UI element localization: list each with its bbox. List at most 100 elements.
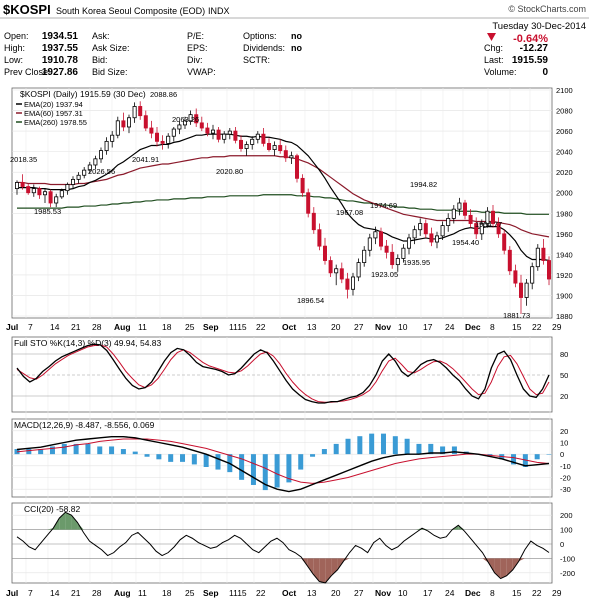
cci-tick-label: -200 xyxy=(560,569,575,578)
macd-histogram-bar xyxy=(120,449,126,455)
candle-body xyxy=(149,127,154,134)
field-label: Bid Size: xyxy=(92,67,128,77)
macd-histogram-bar xyxy=(85,443,91,455)
price-axis: 2100 2080 2060 2040 2020 2000 1980 1960 1940 1920… xyxy=(556,86,573,321)
x-tick-label: Jul xyxy=(6,588,18,598)
x-tick-label: 22 xyxy=(256,588,266,598)
macd-panel xyxy=(11,418,553,498)
candle-body xyxy=(160,140,165,144)
x-tick-label: 20 xyxy=(331,322,341,332)
price-tick-label: 1900 xyxy=(556,291,573,300)
candle-body xyxy=(390,251,395,266)
candle-body xyxy=(406,237,411,249)
x-tick-label: 25 xyxy=(185,588,195,598)
candle-body xyxy=(238,139,243,149)
candle-body xyxy=(14,182,19,190)
candle-body xyxy=(412,229,417,239)
x-tick-label: 14 xyxy=(50,588,60,598)
cci-tick-label: -100 xyxy=(560,554,575,563)
sto-tick-label: 80 xyxy=(560,350,568,359)
candle-body xyxy=(306,192,311,214)
macd-histogram-bar xyxy=(369,433,375,455)
field-label: Last: xyxy=(484,55,504,65)
candle-body xyxy=(194,114,199,124)
candle-body xyxy=(272,145,277,150)
cci-panel xyxy=(11,502,553,584)
x-tick-label: 10 xyxy=(398,588,408,598)
price-annotation: 2063.26 xyxy=(172,115,199,124)
candle-body xyxy=(513,270,518,284)
x-tick-label: 11 xyxy=(138,322,147,332)
field-label: Open: xyxy=(4,31,29,41)
x-tick-label: 21 xyxy=(71,588,81,598)
header-fields-mid2: P/E: EPS: Div: VWAP: xyxy=(187,31,216,77)
field-value: 1910.78 xyxy=(42,55,79,66)
macd-histogram-bar xyxy=(286,454,292,483)
cci-fill xyxy=(488,558,495,573)
macd-histogram-bar xyxy=(274,454,280,488)
candle-body xyxy=(468,214,473,224)
x-tick-label: 17 xyxy=(423,322,433,332)
macd-tick-label: 10 xyxy=(560,439,568,448)
candle-body xyxy=(37,188,42,196)
cci-fill xyxy=(65,512,72,530)
ema20-line xyxy=(17,133,550,262)
ema60-line xyxy=(17,155,550,238)
field-value: 1934.51 xyxy=(42,31,79,42)
x-tick-label: Nov xyxy=(375,322,391,332)
macd-tick-label: 0 xyxy=(560,450,564,459)
exchange: INDX xyxy=(208,6,230,16)
price-annotation: 1985.53 xyxy=(34,207,61,216)
price-annotation: 1954.77 xyxy=(475,220,502,229)
macd-line xyxy=(16,435,550,493)
candle-body xyxy=(362,249,367,263)
x-tick-label: 29 xyxy=(552,588,562,598)
cci-fill xyxy=(458,525,465,530)
x-axis-bottom: Jul 7 14 21 28 Aug 11 18 25 Sep 1115 22 Oct 13 20 27 Nov… xyxy=(6,588,562,598)
macd-histogram-bar xyxy=(239,454,245,480)
gridlines xyxy=(12,88,552,583)
macd-histogram-bar xyxy=(321,449,327,455)
macd-histogram-bar xyxy=(203,454,209,467)
candle-body xyxy=(356,262,361,278)
field-value: 1937.55 xyxy=(42,43,79,54)
x-tick-label: 7 xyxy=(28,322,33,332)
candle-body xyxy=(48,191,53,204)
x-tick-label: 20 xyxy=(331,588,341,598)
candle-body xyxy=(255,133,260,140)
ema-lines xyxy=(17,133,550,262)
x-tick-label: Dec xyxy=(465,588,481,598)
price-tick-label: 1960 xyxy=(556,230,573,239)
candle-body xyxy=(31,188,36,194)
price-tick-label: 1920 xyxy=(556,271,573,280)
candle-body xyxy=(82,169,87,176)
candle-body xyxy=(502,233,507,251)
cci-fill xyxy=(331,558,338,576)
macd-signal-line xyxy=(16,438,550,484)
field-label: EPS: xyxy=(187,43,208,53)
candle-body xyxy=(261,133,266,144)
sto-tick-label: 50 xyxy=(560,371,568,380)
price-annotation: 1994.82 xyxy=(410,180,437,189)
header-fields-options: Options: no Dividends: no SCTR: xyxy=(243,31,302,65)
field-label: Div: xyxy=(187,55,203,65)
macd-tick-label: -30 xyxy=(560,485,571,494)
macd-histogram-bar xyxy=(451,446,457,455)
x-tick-label: 21 xyxy=(71,322,81,332)
candle-body xyxy=(429,233,434,243)
candle-body xyxy=(328,260,333,274)
cci-fill xyxy=(506,558,513,576)
field-label: Prev Close: xyxy=(4,67,51,77)
candle-body xyxy=(446,218,451,226)
candle-body xyxy=(26,186,31,194)
field-value: no xyxy=(291,43,302,53)
x-tick-label: Oct xyxy=(282,588,296,598)
field-label: Options: xyxy=(243,31,277,41)
macd-histogram-bar xyxy=(262,454,268,491)
macd-histogram-bar xyxy=(522,454,528,467)
macd-histogram-bar xyxy=(298,454,304,470)
price-annotation: 1954.40 xyxy=(452,238,479,247)
candle-body xyxy=(334,268,339,274)
ema260-line xyxy=(17,194,549,215)
candle-body xyxy=(199,122,204,129)
